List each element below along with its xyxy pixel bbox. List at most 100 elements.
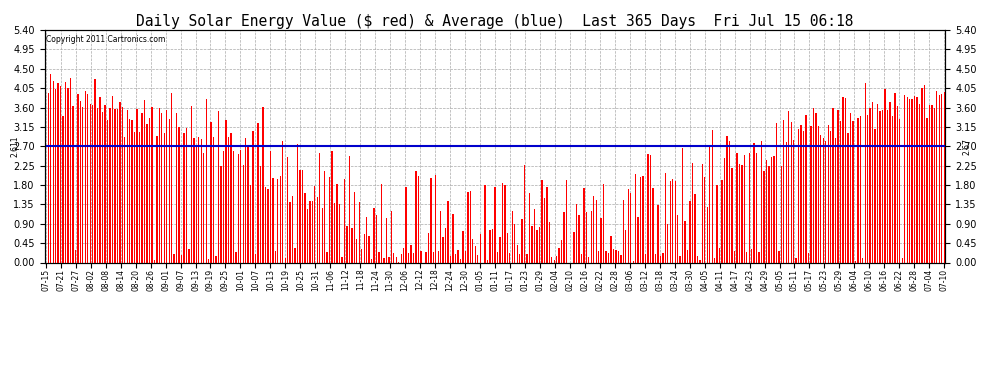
Bar — [610, 236, 612, 262]
Bar — [50, 74, 51, 262]
Bar — [862, 258, 863, 262]
Bar — [927, 118, 928, 262]
Bar — [449, 256, 451, 262]
Bar — [221, 166, 222, 262]
Bar — [218, 111, 219, 262]
Bar — [833, 108, 834, 262]
Bar — [307, 209, 308, 262]
Bar — [77, 94, 78, 262]
Bar — [943, 92, 944, 262]
Text: 2.67: 2.67 — [962, 138, 971, 154]
Bar — [756, 153, 757, 262]
Bar — [727, 136, 728, 262]
Bar — [322, 208, 323, 262]
Bar — [702, 164, 703, 262]
Bar — [366, 217, 367, 262]
Bar — [630, 193, 632, 262]
Bar — [287, 157, 288, 262]
Bar — [183, 134, 185, 262]
Bar — [457, 250, 458, 262]
Bar — [852, 121, 853, 262]
Bar — [643, 176, 644, 262]
Bar — [371, 259, 372, 262]
Bar — [72, 106, 73, 262]
Bar — [231, 133, 232, 262]
Bar — [537, 231, 538, 262]
Bar — [376, 214, 377, 262]
Bar — [941, 94, 942, 262]
Bar — [292, 196, 293, 262]
Bar — [274, 251, 276, 262]
Bar — [709, 146, 711, 262]
Bar — [737, 153, 738, 262]
Bar — [438, 251, 439, 262]
Bar — [241, 150, 242, 262]
Bar — [144, 100, 146, 262]
Bar — [722, 180, 723, 262]
Bar — [418, 176, 419, 262]
Bar — [662, 253, 663, 262]
Bar — [339, 204, 341, 262]
Bar — [542, 180, 543, 262]
Bar — [327, 252, 328, 262]
Bar — [601, 218, 602, 262]
Bar — [689, 201, 691, 262]
Text: 2.611: 2.611 — [11, 135, 20, 157]
Bar — [89, 104, 91, 262]
Bar — [739, 164, 741, 262]
Bar — [332, 151, 333, 262]
Bar — [874, 129, 876, 262]
Bar — [267, 189, 268, 262]
Bar — [697, 256, 698, 262]
Bar — [497, 252, 498, 262]
Bar — [815, 113, 817, 262]
Bar — [269, 151, 271, 262]
Bar — [129, 119, 131, 262]
Bar — [112, 96, 113, 262]
Bar — [761, 141, 762, 262]
Bar — [142, 113, 143, 262]
Bar — [889, 102, 891, 262]
Bar — [344, 180, 346, 262]
Bar — [502, 183, 503, 262]
Bar — [558, 248, 560, 262]
Bar — [168, 119, 170, 262]
Bar — [810, 126, 812, 262]
Bar — [707, 207, 708, 262]
Bar — [548, 222, 550, 262]
Bar — [393, 253, 394, 262]
Bar — [917, 98, 918, 262]
Bar — [109, 108, 111, 262]
Bar — [753, 143, 754, 262]
Bar — [633, 261, 634, 262]
Bar — [153, 260, 155, 262]
Bar — [583, 188, 584, 262]
Bar — [591, 211, 592, 262]
Bar — [818, 126, 819, 262]
Bar — [849, 113, 851, 262]
Bar — [504, 185, 506, 262]
Bar — [55, 89, 56, 262]
Bar — [84, 91, 86, 262]
Bar — [309, 201, 311, 262]
Bar — [532, 226, 533, 262]
Bar — [939, 94, 940, 262]
Bar — [65, 82, 66, 262]
Bar — [223, 151, 224, 262]
Bar — [704, 177, 706, 262]
Bar — [171, 93, 172, 262]
Bar — [687, 251, 688, 262]
Bar — [264, 187, 266, 262]
Bar — [401, 254, 402, 262]
Bar — [469, 191, 471, 262]
Bar — [823, 138, 824, 262]
Bar — [561, 240, 562, 262]
Bar — [368, 236, 370, 262]
Bar — [788, 111, 789, 262]
Bar — [684, 222, 686, 262]
Bar — [613, 249, 614, 262]
Bar — [163, 133, 165, 262]
Bar — [879, 111, 881, 262]
Bar — [166, 110, 167, 262]
Bar — [329, 177, 331, 262]
